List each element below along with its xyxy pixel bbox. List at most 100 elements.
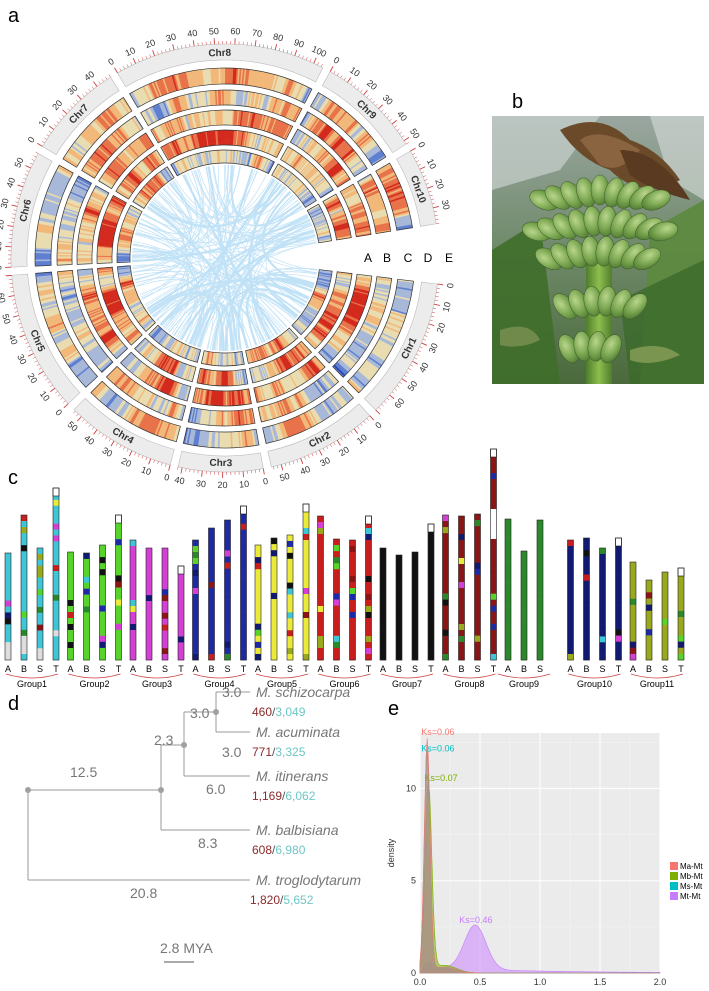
y-axis-label: density: [386, 838, 396, 867]
tick-label: 50: [279, 471, 291, 483]
tree-node-1: [158, 787, 164, 793]
group-label: Group9: [509, 679, 539, 689]
chromosome-band: [117, 43, 324, 88]
group-label: Group6: [329, 679, 359, 689]
column-letter: A: [5, 664, 11, 674]
column-letter: T: [616, 664, 622, 674]
column-letter: A: [567, 664, 573, 674]
chromosome-band: [177, 450, 264, 473]
chromosome-bar: [365, 515, 372, 661]
column-letter: A: [255, 664, 261, 674]
column-letter: S: [37, 664, 43, 674]
track-letter: D: [424, 251, 433, 265]
tick-label: 10: [36, 115, 50, 129]
tick-label: 40: [187, 28, 198, 39]
chromosome-band: [10, 153, 53, 268]
chromosome-bar: [629, 561, 637, 661]
column-letter: T: [491, 664, 497, 674]
chromosome-bar: [458, 515, 465, 661]
species-label: M. troglodytarum: [256, 872, 361, 888]
column-letter: S: [537, 664, 543, 674]
legend-label: Mt-Mt: [680, 892, 701, 901]
density-curve-mt-mt: [419, 924, 661, 974]
column-letter: S: [224, 664, 230, 674]
chromosome-bar: [490, 448, 497, 661]
column-letter: T: [53, 664, 59, 674]
chromosome-bar: [520, 550, 528, 661]
chromosome-bar: [615, 537, 622, 661]
branch-length: 3.0: [222, 744, 242, 760]
y-tick-label: 10: [406, 783, 416, 793]
tick-label: 10: [140, 464, 153, 477]
chromosome-band: [363, 281, 438, 411]
chromosome-bar: [677, 567, 685, 661]
track-letter: C: [404, 251, 413, 265]
branch-length: 3.0: [190, 705, 210, 721]
species-label: M. schizocarpa: [256, 684, 350, 700]
chromosome-bar: [67, 551, 74, 661]
column-letter: T: [366, 664, 372, 674]
tick-label: 50: [209, 26, 219, 36]
chromosome-bar: [286, 534, 294, 661]
chromosome-bar: [536, 519, 544, 661]
tick-label: 100: [310, 44, 328, 59]
column-letter: A: [505, 664, 511, 674]
group-label: Group7: [392, 679, 422, 689]
tick-label: 50: [66, 419, 80, 433]
species-label: M. itinerans: [256, 768, 328, 784]
tick-label: 20: [433, 178, 446, 191]
tick-label: 0: [445, 283, 456, 289]
chromosome-bar: [302, 503, 310, 661]
gain-loss-counts: 608/6,980: [252, 843, 306, 857]
legend-label: Ms-Mt: [680, 882, 703, 891]
circos-plot: Chr10102030405060Chr201020304050Chr30102…: [0, 26, 456, 490]
gain-loss-counts: 1,820/5,652: [250, 893, 314, 907]
tick-label: 50: [12, 156, 25, 169]
column-letter: S: [599, 664, 605, 674]
tick-label: 0: [373, 420, 383, 431]
group-label: Group3: [142, 679, 172, 689]
column-letter: S: [662, 664, 668, 674]
column-letter: A: [192, 664, 198, 674]
column-letter: B: [21, 664, 27, 674]
tree-node-3: [213, 709, 219, 715]
ks-peak-label: Ks=0.07: [424, 773, 457, 783]
tick-label: 30: [318, 455, 331, 468]
phylogenetic-tree: 3.0 3.0 3.0 2.3 6.0 12.5 8.3 20.8 M. sch…: [25, 684, 361, 963]
chromosome-bar: [567, 539, 574, 661]
tick-label: 40: [82, 433, 96, 447]
track-letter: B: [383, 251, 391, 265]
chromosome-bar: [192, 539, 199, 661]
chromosome-band: [11, 273, 81, 405]
column-letter: B: [458, 664, 464, 674]
group-label: Group8: [454, 679, 484, 689]
chromosome-band: [321, 71, 407, 154]
panel-letter-c: c: [8, 467, 18, 489]
column-letter: S: [474, 664, 480, 674]
group-label: Group5: [267, 679, 297, 689]
gain-loss-counts: 1,169/6,062: [252, 789, 316, 803]
chromosome-bar: [427, 523, 435, 661]
branch-length: 2.3: [154, 732, 174, 748]
panel-letter-d: d: [8, 693, 19, 715]
legend-swatch: [670, 872, 678, 880]
ks-density-chart: 0.0 0.5 1.0 1.5 2.0 0 5 10 density Ks=0.06 Ks=0.07…: [386, 727, 703, 987]
column-letter: B: [521, 664, 527, 674]
column-letter: A: [380, 664, 386, 674]
chromosome-bar: [4, 552, 12, 661]
chromosome-bar: [411, 551, 419, 661]
column-letter: T: [116, 664, 122, 674]
tick-label: 0: [0, 265, 3, 270]
tick-label: 30: [66, 83, 80, 97]
tick-label: 10: [124, 45, 137, 58]
column-letter: B: [583, 664, 589, 674]
tree-node-2: [181, 742, 187, 748]
column-letter: T: [303, 664, 309, 674]
chromosome-bar: [20, 514, 28, 661]
branch-length: 12.5: [70, 764, 97, 780]
tick-label: 30: [440, 199, 452, 211]
tick-label: 10: [0, 241, 4, 252]
tick-label: 0: [332, 55, 341, 66]
tick-label: 50: [0, 313, 12, 325]
